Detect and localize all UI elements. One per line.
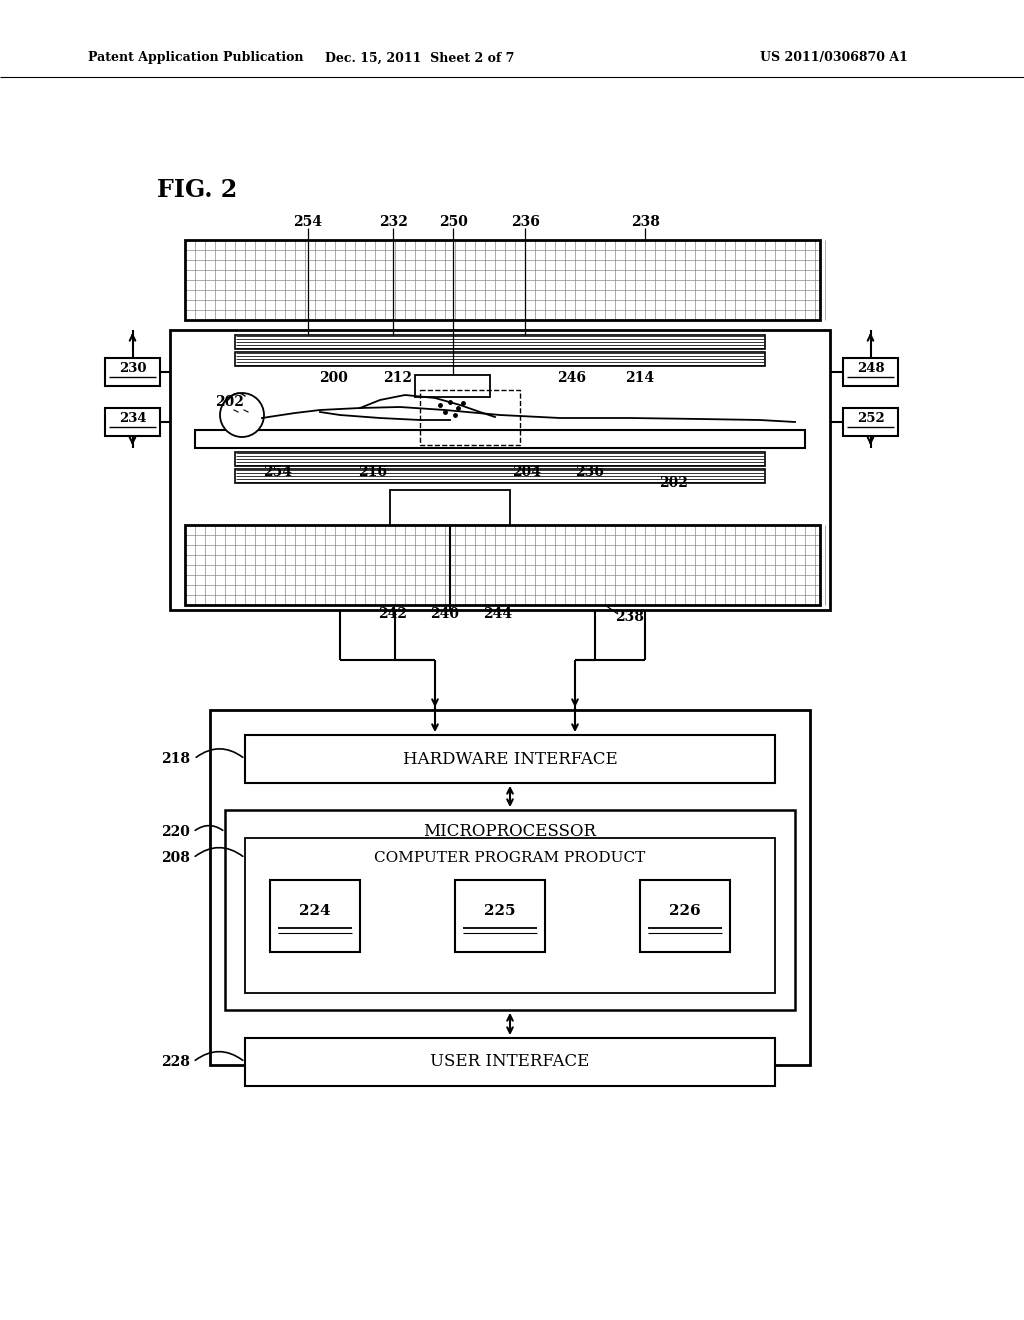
- Text: 234: 234: [119, 412, 146, 425]
- Text: 250: 250: [438, 215, 467, 228]
- Text: 236: 236: [575, 465, 604, 479]
- Text: 216: 216: [358, 465, 387, 479]
- Bar: [185, 525, 820, 605]
- Text: 252: 252: [857, 412, 885, 425]
- Bar: [105, 408, 160, 436]
- Text: 218: 218: [161, 752, 190, 766]
- Text: USER INTERFACE: USER INTERFACE: [430, 1053, 590, 1071]
- Bar: [843, 408, 898, 436]
- Text: 244: 244: [483, 607, 513, 620]
- Bar: [640, 880, 730, 952]
- Bar: [234, 469, 765, 483]
- Text: 246: 246: [557, 371, 587, 385]
- Text: 228: 228: [161, 1055, 190, 1069]
- Text: 226: 226: [670, 904, 700, 917]
- Text: 240: 240: [430, 607, 460, 620]
- Text: COMPUTER PROGRAM PRODUCT: COMPUTER PROGRAM PRODUCT: [375, 851, 645, 865]
- Text: HARDWARE INTERFACE: HARDWARE INTERFACE: [402, 751, 617, 767]
- Bar: [195, 430, 805, 447]
- Bar: [234, 352, 765, 366]
- Circle shape: [220, 393, 264, 437]
- Text: FIG. 2: FIG. 2: [157, 178, 238, 202]
- Bar: [210, 710, 810, 1065]
- Text: 202: 202: [658, 477, 687, 490]
- Text: 238: 238: [631, 215, 659, 228]
- Text: 238: 238: [615, 610, 644, 624]
- Bar: [234, 335, 765, 348]
- Text: 254: 254: [294, 215, 323, 228]
- Bar: [170, 330, 830, 610]
- Text: 236: 236: [511, 215, 540, 228]
- Bar: [105, 358, 160, 385]
- Text: 232: 232: [379, 215, 408, 228]
- Text: 225: 225: [484, 904, 516, 917]
- Bar: [245, 735, 775, 783]
- Text: 254: 254: [263, 465, 293, 479]
- Bar: [843, 358, 898, 385]
- Text: US 2011/0306870 A1: US 2011/0306870 A1: [760, 51, 908, 65]
- Bar: [245, 838, 775, 993]
- Bar: [234, 451, 765, 466]
- Text: Patent Application Publication: Patent Application Publication: [88, 51, 303, 65]
- Text: MICROPROCESSOR: MICROPROCESSOR: [424, 824, 597, 841]
- Text: Dec. 15, 2011  Sheet 2 of 7: Dec. 15, 2011 Sheet 2 of 7: [326, 51, 515, 65]
- Text: 220: 220: [161, 825, 190, 840]
- Text: 204: 204: [512, 465, 542, 479]
- Bar: [245, 1038, 775, 1086]
- Bar: [270, 880, 360, 952]
- Text: 224: 224: [299, 904, 331, 917]
- Text: 214: 214: [626, 371, 654, 385]
- Bar: [455, 880, 545, 952]
- Text: 200: 200: [318, 371, 347, 385]
- Bar: [415, 375, 490, 397]
- Text: 242: 242: [379, 607, 408, 620]
- Bar: [420, 389, 520, 445]
- Bar: [390, 490, 510, 525]
- Text: 202: 202: [216, 395, 245, 409]
- Text: 248: 248: [857, 363, 885, 375]
- Bar: [225, 810, 795, 1010]
- Text: 208: 208: [161, 851, 190, 865]
- Text: 212: 212: [384, 371, 413, 385]
- Text: 230: 230: [119, 363, 146, 375]
- Bar: [185, 240, 820, 319]
